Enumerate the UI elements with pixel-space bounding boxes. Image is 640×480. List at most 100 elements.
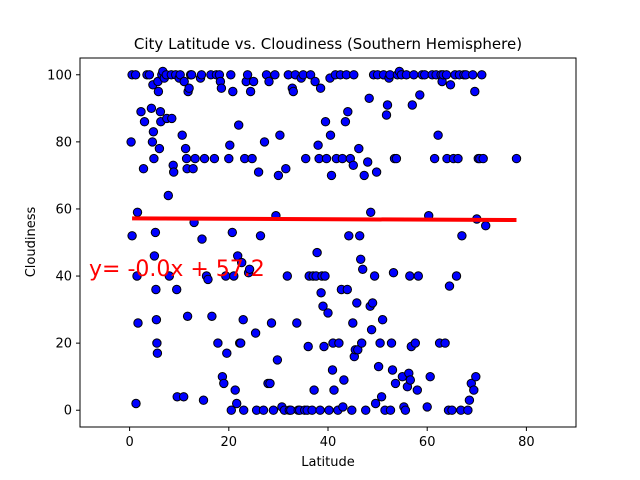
data-point (405, 375, 415, 385)
data-point (371, 167, 382, 177)
data-point (356, 254, 366, 264)
data-point (259, 137, 270, 147)
data-point (163, 190, 174, 201)
data-point (253, 167, 264, 177)
data-point (391, 153, 402, 164)
data-point (130, 70, 141, 80)
data-point (197, 234, 207, 244)
y-axis-label: Cloudiness (24, 207, 39, 278)
data-point (272, 355, 283, 365)
data-point (147, 137, 158, 147)
data-point (319, 341, 329, 352)
data-point (273, 170, 284, 181)
data-point (349, 70, 359, 80)
data-point (377, 315, 388, 325)
data-point (390, 378, 401, 389)
data-point (268, 405, 279, 415)
data-point (315, 83, 326, 93)
data-point (270, 70, 280, 80)
data-point (236, 338, 246, 348)
data-point (320, 271, 330, 281)
x-tick-label: 0 (125, 435, 133, 450)
y-tick-label: 0 (64, 404, 72, 419)
data-point (334, 338, 344, 348)
data-point (470, 86, 480, 97)
data-point (445, 80, 456, 90)
data-point (301, 153, 311, 164)
data-point (149, 251, 160, 261)
data-point (152, 338, 162, 348)
data-point (367, 298, 378, 308)
x-axis-label: Latitude (301, 455, 355, 470)
data-point (186, 70, 197, 80)
data-point (447, 405, 457, 415)
data-point (355, 231, 365, 241)
data-point (226, 405, 237, 415)
data-point (369, 271, 380, 281)
data-point (409, 70, 419, 80)
data-point (471, 372, 481, 382)
data-point (464, 395, 475, 405)
data-point (154, 143, 165, 154)
y-tick-label: 40 (55, 270, 72, 285)
data-point (320, 117, 331, 127)
data-point (400, 405, 411, 415)
data-point (288, 86, 298, 97)
data-point (310, 76, 320, 87)
data-point (181, 153, 192, 164)
data-point (248, 76, 259, 87)
data-point (386, 338, 397, 348)
data-point (184, 83, 194, 93)
data-point (167, 113, 177, 124)
data-point (303, 341, 313, 352)
data-point (164, 271, 175, 281)
data-point (131, 398, 141, 409)
data-point (229, 271, 239, 281)
data-point (133, 318, 143, 328)
data-point (179, 392, 189, 402)
data-point (359, 170, 369, 181)
data-point (316, 288, 326, 298)
data-point (234, 120, 244, 130)
data-point (282, 271, 292, 281)
data-point (309, 385, 319, 395)
data-point (152, 348, 163, 358)
data-point (413, 271, 423, 281)
data-point (138, 164, 149, 174)
data-point (224, 153, 234, 164)
data-point (139, 117, 150, 127)
data-point (207, 311, 217, 321)
data-point (407, 100, 417, 110)
data-point (327, 365, 338, 375)
y-tick-label: 60 (55, 202, 72, 217)
data-point (190, 153, 200, 164)
data-point (385, 405, 396, 415)
data-point (149, 153, 159, 164)
data-point (357, 338, 367, 348)
data-point (375, 338, 385, 348)
data-point (429, 153, 440, 164)
data-point (312, 247, 322, 258)
data-point (323, 308, 333, 318)
data-point (477, 70, 487, 80)
data-point (264, 76, 274, 87)
data-point (255, 231, 266, 241)
data-point (305, 70, 316, 80)
data-point (361, 405, 371, 415)
data-point (151, 284, 161, 295)
data-point (209, 153, 220, 164)
data-point (150, 227, 161, 238)
data-point (329, 385, 339, 395)
data-point (222, 348, 232, 358)
data-point (326, 170, 337, 181)
data-point (230, 385, 240, 395)
data-point (469, 385, 479, 395)
data-point (180, 143, 191, 154)
data-point (511, 153, 522, 164)
data-point (366, 325, 377, 335)
data-point (342, 284, 352, 295)
data-point (132, 271, 142, 281)
data-point (188, 164, 198, 174)
data-point (132, 207, 143, 218)
